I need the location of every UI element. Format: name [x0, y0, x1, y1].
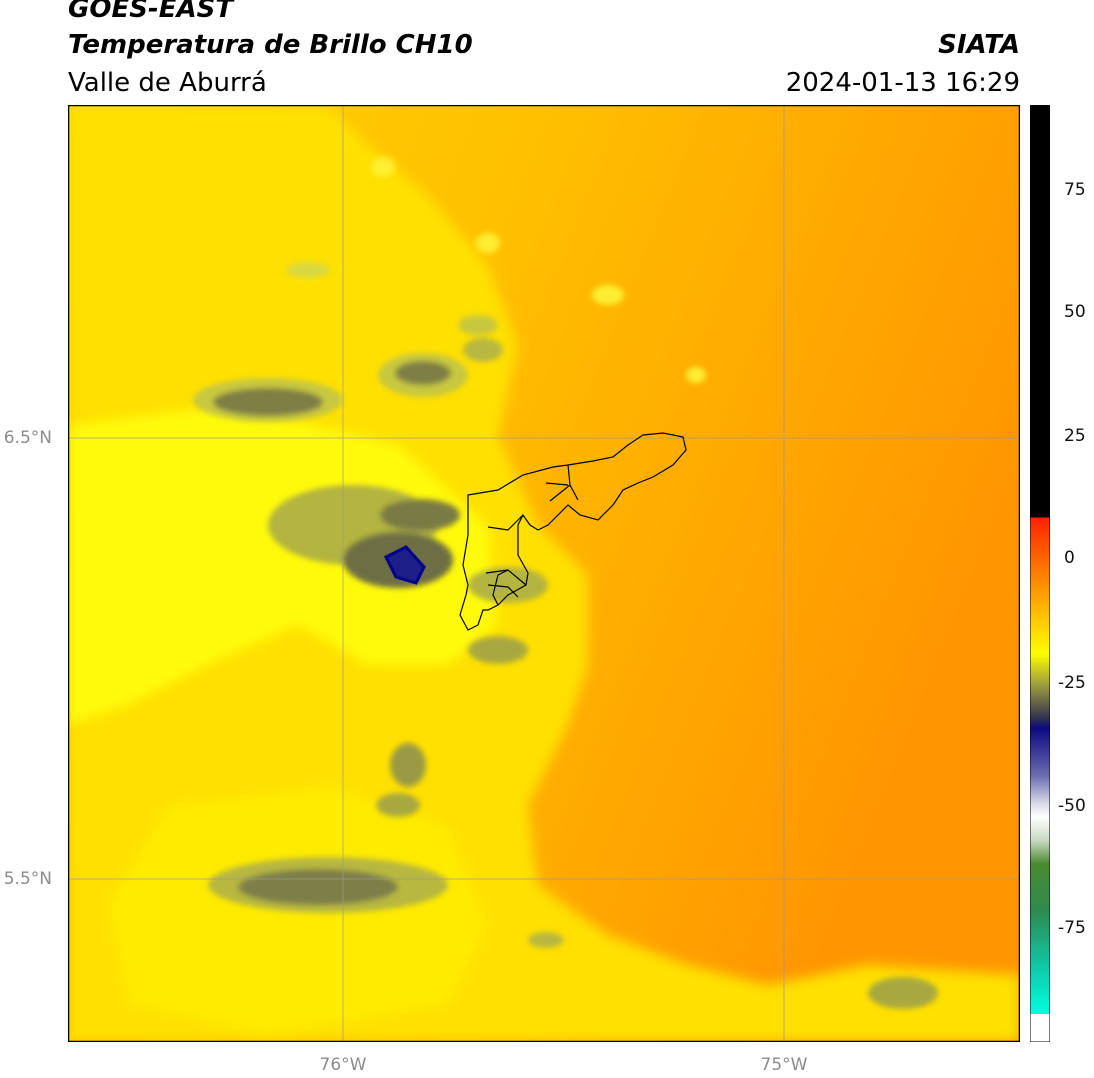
graticule — [68, 105, 1020, 1042]
lon-label-76: 76°W — [319, 1055, 367, 1075]
region-label: Valle de Aburrá — [68, 68, 267, 98]
organization-label: SIATA — [938, 30, 1020, 60]
satellite-title: GOES-EAST — [68, 0, 234, 24]
colorbar-tick-50: 50 — [1064, 302, 1086, 322]
cold-core — [383, 545, 426, 585]
lat-label-6.5: 6.5°N — [3, 428, 52, 448]
small-bubbles — [371, 157, 706, 383]
colorbar-tick-0: 0 — [1064, 548, 1075, 568]
product-title: Temperatura de Brillo CH10 — [68, 30, 473, 60]
colorbar-tick-25: 25 — [1064, 426, 1086, 446]
colorbar-tick-minus50: -50 — [1058, 796, 1086, 816]
colorbar — [1030, 105, 1050, 1042]
colorbar-tick-minus75: -75 — [1058, 918, 1086, 938]
lat-label-5.5: 5.5°N — [3, 869, 52, 889]
colorbar-tick-75: 75 — [1064, 180, 1086, 200]
datetime-label: 2024-01-13 16:29 — [785, 68, 1020, 98]
brightness-temperature-map — [68, 105, 1020, 1042]
bright-yellow-zone — [68, 405, 498, 725]
lon-label-75: 75°W — [760, 1055, 808, 1075]
municipal-boundaries — [459, 432, 687, 631]
colorbar-tick-minus25: -25 — [1058, 673, 1086, 693]
